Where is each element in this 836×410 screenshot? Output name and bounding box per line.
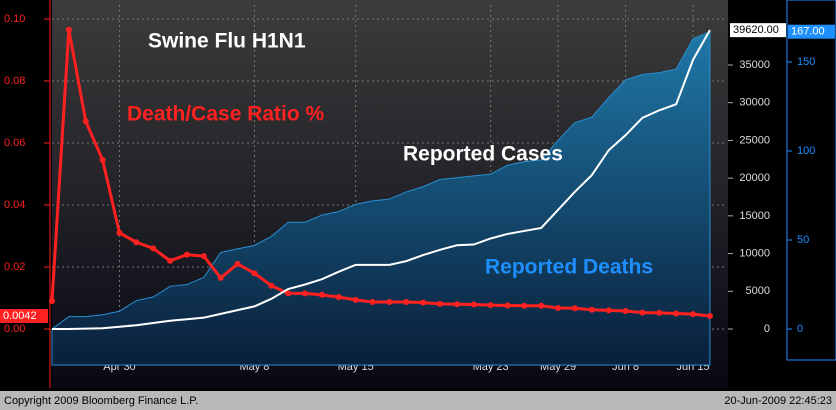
value-tag — [730, 23, 786, 38]
marker — [571, 305, 578, 312]
y2-tick-label: 35000 — [739, 59, 770, 71]
deaths-axis-box — [786, 0, 836, 361]
marker — [251, 270, 258, 277]
y2-tick-label: 30000 — [739, 97, 770, 109]
marker — [673, 310, 680, 317]
y-tick-label: 0.10 — [4, 13, 25, 25]
y3-tick-label: 150 — [797, 56, 815, 68]
footer — [0, 391, 836, 410]
marker — [470, 301, 477, 308]
value-tag — [0, 309, 48, 324]
area — [51, 30, 711, 366]
marker — [453, 301, 460, 308]
y-tick-label: 0.02 — [4, 261, 25, 273]
y2-tick-label: 15000 — [739, 210, 770, 222]
y2-tick-label: 20000 — [739, 172, 770, 184]
marker — [335, 294, 342, 301]
value-tag — [788, 24, 835, 39]
marker — [605, 307, 612, 314]
y3-tick-label: 50 — [797, 234, 809, 246]
y2-tick-label: 10000 — [739, 247, 770, 259]
marker — [403, 299, 410, 306]
y-tick-label: 0.00 — [4, 323, 25, 335]
chart-title: Swine Flu H1N1 — [148, 30, 306, 53]
marker — [504, 302, 511, 309]
marker — [622, 308, 629, 315]
marker — [487, 302, 494, 309]
marker — [234, 260, 241, 267]
line — [52, 29, 711, 330]
y2-tick-label: 0 — [764, 323, 770, 335]
source: Copyright 2009 Bloomberg Finance L.P. — [4, 395, 198, 407]
marker — [268, 282, 275, 289]
series-label: Reported Deaths — [485, 256, 653, 279]
marker — [437, 300, 444, 307]
marker — [555, 304, 562, 311]
line — [50, 29, 711, 318]
y3-tick-label: 0 — [797, 323, 803, 335]
marker — [65, 26, 72, 33]
marker — [99, 157, 106, 164]
marker — [690, 311, 697, 318]
marker — [369, 299, 376, 306]
y-tick-label: 0.06 — [4, 137, 25, 149]
marker — [200, 253, 207, 260]
marker — [302, 290, 309, 297]
marker — [538, 302, 545, 309]
marker — [706, 313, 713, 320]
y2-tick-label: 5000 — [746, 285, 770, 297]
marker — [150, 245, 157, 252]
chart-layer: 0.00 0.02 0.04 0.06 0.08 0.10 0 5000 10000 15000 2… — [4, 5, 815, 373]
value-label: 0.0042 — [3, 310, 37, 322]
y3-tick-label: 100 — [797, 145, 815, 157]
marker — [167, 257, 174, 264]
series-label: Reported Cases — [403, 143, 563, 166]
marker — [521, 302, 528, 309]
marker — [49, 298, 55, 305]
y2-tick-label: 25000 — [739, 134, 770, 146]
marker — [656, 309, 663, 316]
marker — [133, 239, 140, 246]
marker — [352, 296, 359, 303]
marker — [116, 229, 123, 236]
marker — [318, 291, 325, 298]
marker — [386, 299, 393, 306]
value-label: 39620.00 — [733, 24, 779, 36]
marker — [82, 118, 89, 125]
series-label: Death/Case Ratio % — [127, 103, 325, 126]
timestamp: 20-Jun-2009 22:45:23 — [724, 395, 832, 407]
y-tick-label: 0.08 — [4, 75, 25, 87]
marker — [420, 299, 427, 306]
value-label: 167.00 — [791, 26, 825, 38]
marker — [285, 290, 292, 297]
marker — [588, 306, 595, 313]
marker — [183, 251, 190, 258]
marker — [217, 274, 224, 281]
marker — [639, 309, 646, 316]
y-tick-label: 0.04 — [4, 199, 25, 211]
